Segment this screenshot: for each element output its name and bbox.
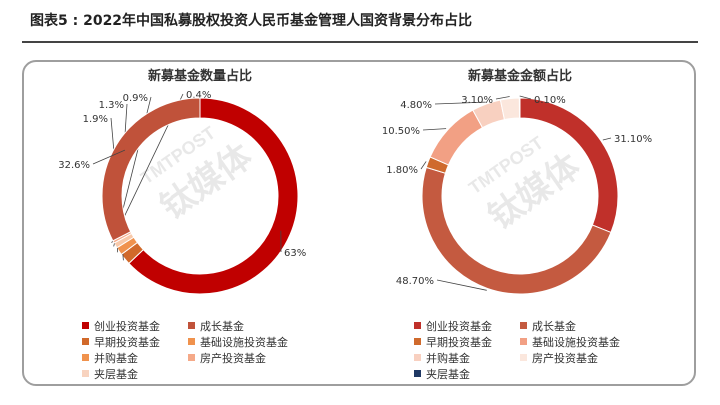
slice-1-3 bbox=[429, 109, 484, 166]
slice-1-1 bbox=[421, 166, 612, 295]
legend-label: 房产投资基金 bbox=[532, 352, 598, 365]
legend-swatch bbox=[188, 338, 195, 345]
slice-0-0 bbox=[128, 97, 299, 295]
leader-line-1-4 bbox=[434, 101, 486, 105]
legend-item-0-5: 房产投资基金 bbox=[188, 350, 266, 366]
legend-item-1-5: 房产投资基金 bbox=[520, 350, 598, 366]
legend-item-0-0: 创业投资基金 bbox=[82, 318, 160, 334]
slice-1-5 bbox=[499, 97, 521, 121]
legend-label: 早期投资基金 bbox=[94, 336, 160, 349]
legend-label: 创业投资基金 bbox=[426, 320, 492, 333]
data-label-1-1: 48.70% bbox=[396, 276, 434, 287]
legend-label: 并购基金 bbox=[94, 352, 138, 365]
data-label-1-5: 3.10% bbox=[461, 95, 493, 106]
legend-swatch bbox=[188, 322, 195, 329]
legend-label: 夹层基金 bbox=[94, 368, 138, 381]
legend-item-0-6: 夹层基金 bbox=[82, 366, 138, 382]
legend-swatch bbox=[520, 322, 527, 329]
legend-item-1-4: 并购基金 bbox=[414, 350, 470, 366]
legend-swatch bbox=[520, 354, 527, 361]
legend-swatch bbox=[82, 322, 89, 329]
legend-swatch bbox=[82, 370, 89, 377]
legend-item-1-6: 夹层基金 bbox=[414, 366, 470, 382]
legend-label: 创业投资基金 bbox=[94, 320, 160, 333]
data-label-0-1: 1.9% bbox=[83, 114, 108, 125]
legend-item-1-2: 早期投资基金 bbox=[414, 334, 492, 350]
leader-line-1-3 bbox=[422, 128, 447, 131]
legend-swatch bbox=[414, 354, 421, 361]
data-label-1-3: 10.50% bbox=[382, 126, 420, 137]
legend-label: 成长基金 bbox=[532, 320, 576, 333]
legend-swatch bbox=[82, 354, 89, 361]
data-label-0-3: 0.9% bbox=[123, 93, 148, 104]
data-label-1-2: 1.80% bbox=[386, 165, 418, 176]
slice-1-6 bbox=[518, 97, 521, 119]
legend-item-0-3: 基础设施投资基金 bbox=[188, 334, 288, 350]
legend-swatch bbox=[188, 354, 195, 361]
legend-item-1-3: 基础设施投资基金 bbox=[520, 334, 620, 350]
leader-line-1-0 bbox=[602, 137, 612, 141]
data-label-0-4: 0.4% bbox=[186, 90, 211, 101]
data-label-1-0: 31.10% bbox=[614, 134, 652, 145]
slice-0-5 bbox=[101, 97, 201, 242]
legend-label: 并购基金 bbox=[426, 352, 470, 365]
leader-line-1-2 bbox=[420, 161, 427, 170]
legend-swatch bbox=[414, 338, 421, 345]
title-divider bbox=[22, 41, 698, 43]
data-label-0-5: 32.6% bbox=[58, 160, 90, 171]
legend-item-0-2: 早期投资基金 bbox=[82, 334, 160, 350]
slice-1-0 bbox=[519, 97, 619, 234]
leader-line-1-6 bbox=[519, 95, 532, 100]
legend-item-0-4: 并购基金 bbox=[82, 350, 138, 366]
leader-line-1-1 bbox=[436, 279, 487, 291]
legend-label: 房产投资基金 bbox=[200, 352, 266, 365]
legend-swatch bbox=[414, 370, 421, 377]
legend-swatch bbox=[414, 322, 421, 329]
chart-frame bbox=[22, 60, 696, 386]
chart-title-1: 新募基金金额占比 bbox=[468, 68, 572, 84]
leader-line-1-5 bbox=[495, 96, 510, 100]
legend-label: 基础设施投资基金 bbox=[532, 336, 620, 349]
figure-title: 图表5 : 2022年中国私募股权投资人民币基金管理人国资背景分布占比 bbox=[30, 13, 473, 29]
legend-label: 基础设施投资基金 bbox=[200, 336, 288, 349]
legend-swatch bbox=[520, 338, 527, 345]
chart-title-0: 新募基金数量占比 bbox=[148, 68, 252, 84]
legend-label: 早期投资基金 bbox=[426, 336, 492, 349]
data-label-0-0: 63% bbox=[284, 248, 306, 259]
data-label-1-4: 4.80% bbox=[400, 100, 432, 111]
data-label-0-2: 1.3% bbox=[99, 100, 124, 111]
legend-item-1-1: 成长基金 bbox=[520, 318, 576, 334]
data-label-1-6: 0.10% bbox=[534, 95, 566, 106]
legend-label: 夹层基金 bbox=[426, 368, 470, 381]
legend-item-0-1: 成长基金 bbox=[188, 318, 244, 334]
leader-line-0-5 bbox=[92, 149, 126, 165]
legend-swatch bbox=[82, 338, 89, 345]
legend-label: 成长基金 bbox=[200, 320, 244, 333]
legend-item-1-0: 创业投资基金 bbox=[414, 318, 492, 334]
